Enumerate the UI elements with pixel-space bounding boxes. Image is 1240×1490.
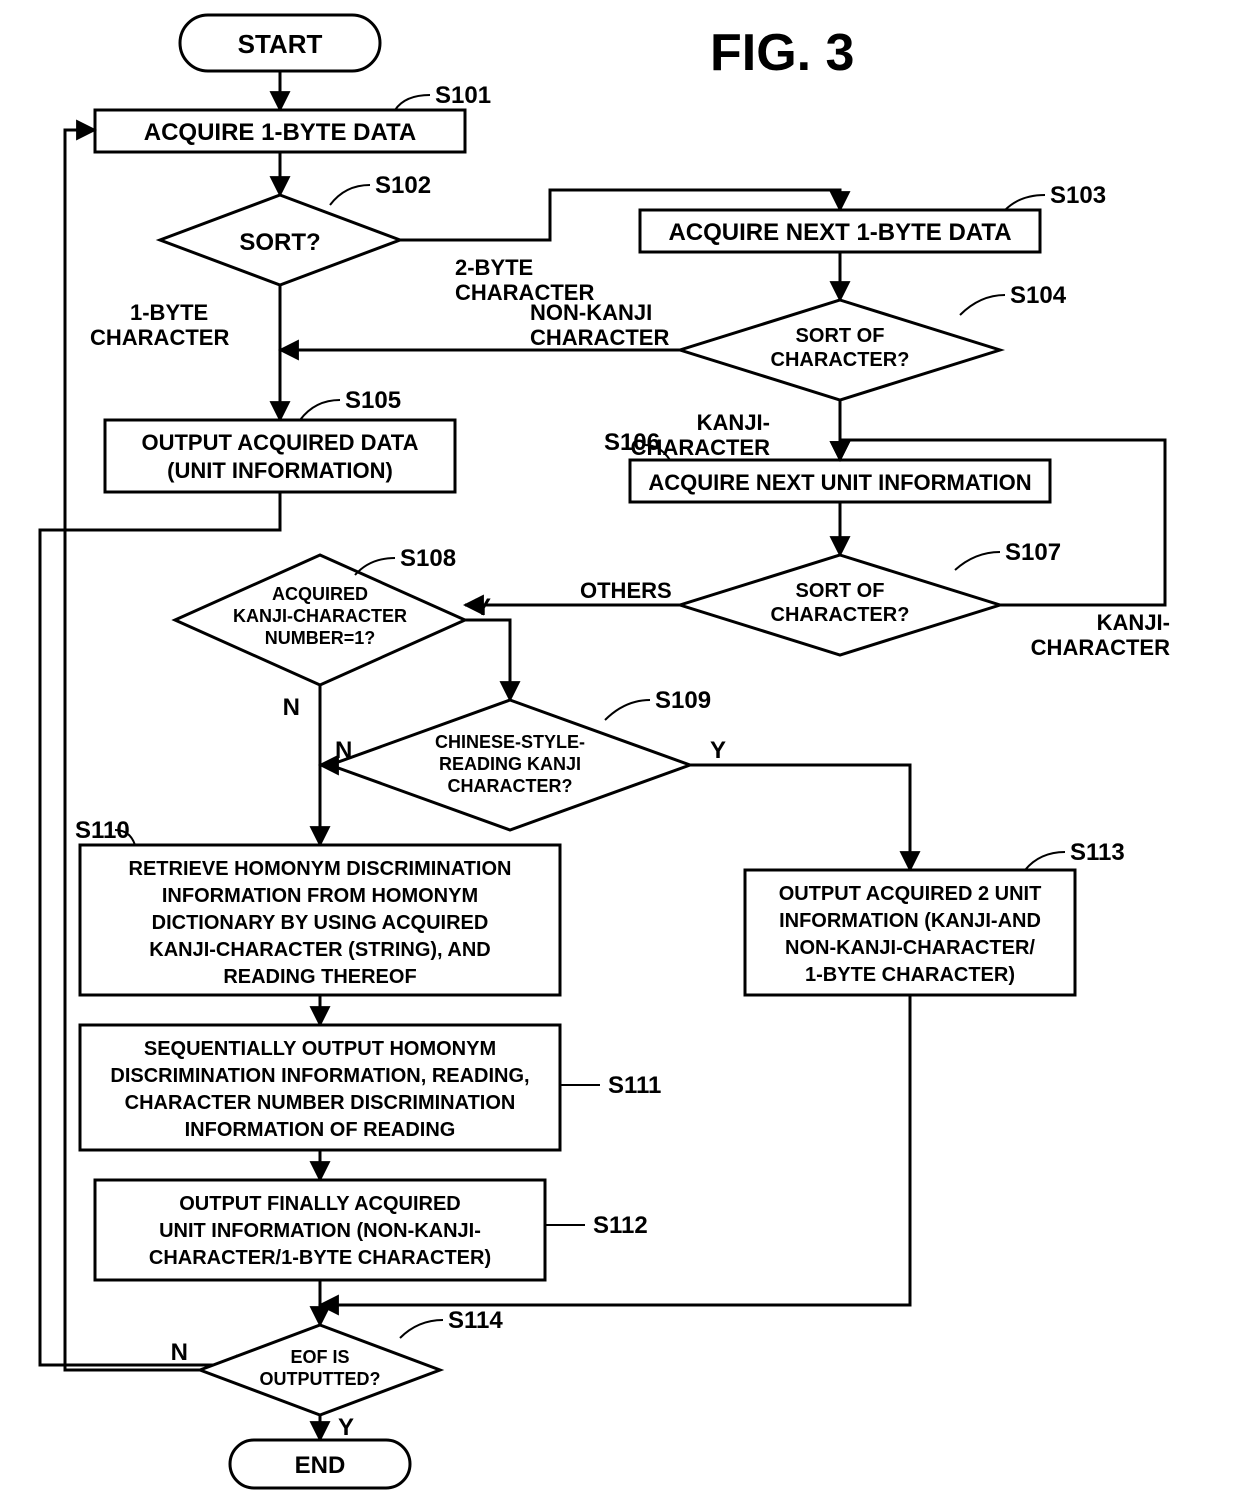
- edge-label: Y: [475, 594, 491, 621]
- decision-s107: SORT OF CHARACTER? S107: [680, 539, 1061, 655]
- svg-text:SORT?: SORT?: [239, 229, 320, 256]
- svg-text:CHARACTER NUMBER DISCRIMINATIO: CHARACTER NUMBER DISCRIMINATION: [125, 1092, 516, 1114]
- svg-text:DISCRIMINATION INFORMATION, RE: DISCRIMINATION INFORMATION, READING,: [110, 1065, 529, 1087]
- svg-text:CHARACTER?: CHARACTER?: [448, 776, 573, 796]
- step-s112: OUTPUT FINALLY ACQUIRED UNIT INFORMATION…: [95, 1180, 648, 1280]
- edge-label: CHARACTER: [530, 325, 669, 350]
- edge-label: 2-BYTE: [455, 255, 533, 280]
- svg-text:ACQUIRE NEXT UNIT INFORMATION: ACQUIRE NEXT UNIT INFORMATION: [648, 470, 1031, 495]
- edge-label: 1-BYTE: [130, 300, 208, 325]
- svg-text:OUTPUT ACQUIRED 2 UNIT: OUTPUT ACQUIRED 2 UNIT: [779, 883, 1042, 905]
- decision-s108: ACQUIRED KANJI-CHARACTER NUMBER=1? S108: [175, 545, 465, 685]
- svg-text:CHARACTER/1-BYTE CHARACTER): CHARACTER/1-BYTE CHARACTER): [149, 1247, 491, 1269]
- step-s111: SEQUENTIALLY OUTPUT HOMONYM DISCRIMINATI…: [80, 1025, 661, 1150]
- edge-label: N: [335, 737, 352, 764]
- svg-text:S105: S105: [345, 387, 401, 414]
- flowchart-diagram: FIG. 3 START ACQUIRE 1-BYTE DATA S101 SO…: [0, 0, 1240, 1490]
- svg-text:INFORMATION (KANJI-AND: INFORMATION (KANJI-AND: [779, 910, 1041, 932]
- svg-text:SEQUENTIALLY OUTPUT HOMONYM: SEQUENTIALLY OUTPUT HOMONYM: [144, 1038, 496, 1060]
- svg-text:OUTPUTTED?: OUTPUTTED?: [260, 1369, 381, 1389]
- edge-label: N: [171, 1339, 188, 1366]
- svg-text:NON-KANJI-CHARACTER/: NON-KANJI-CHARACTER/: [785, 937, 1035, 959]
- svg-text:CHARACTER?: CHARACTER?: [771, 349, 910, 371]
- svg-text:S104: S104: [1010, 282, 1067, 309]
- step-s110: RETRIEVE HOMONYM DISCRIMINATION INFORMAT…: [75, 817, 560, 995]
- svg-text:READING KANJI: READING KANJI: [439, 754, 581, 774]
- svg-text:UNIT INFORMATION (NON-KANJI-: UNIT INFORMATION (NON-KANJI-: [159, 1220, 481, 1242]
- svg-text:1-BYTE CHARACTER): 1-BYTE CHARACTER): [805, 964, 1015, 986]
- svg-text:S103: S103: [1050, 182, 1106, 209]
- svg-text:OUTPUT FINALLY ACQUIRED: OUTPUT FINALLY ACQUIRED: [179, 1193, 461, 1215]
- svg-text:SORT OF: SORT OF: [796, 325, 885, 347]
- svg-text:NUMBER=1?: NUMBER=1?: [265, 628, 376, 648]
- svg-text:INFORMATION OF READING: INFORMATION OF READING: [185, 1119, 456, 1141]
- decision-s102: SORT? S102: [160, 172, 431, 285]
- svg-text:KANJI-CHARACTER (STRING), AND: KANJI-CHARACTER (STRING), AND: [149, 939, 490, 961]
- edge-label: KANJI-: [697, 410, 770, 435]
- svg-text:ACQUIRE NEXT 1-BYTE DATA: ACQUIRE NEXT 1-BYTE DATA: [668, 219, 1011, 246]
- svg-text:ACQUIRED: ACQUIRED: [272, 584, 368, 604]
- svg-text:START: START: [238, 29, 323, 59]
- svg-text:S113: S113: [1070, 839, 1125, 866]
- svg-text:S109: S109: [655, 687, 711, 714]
- decision-s109: CHINESE-STYLE- READING KANJI CHARACTER? …: [330, 687, 711, 830]
- svg-text:DICTIONARY BY USING ACQUIRED: DICTIONARY BY USING ACQUIRED: [152, 912, 489, 934]
- start-terminal: START: [180, 15, 380, 71]
- edge-label: OTHERS: [580, 578, 672, 603]
- svg-text:(UNIT INFORMATION): (UNIT INFORMATION): [167, 458, 393, 483]
- svg-text:RETRIEVE HOMONYM DISCRIMINATIO: RETRIEVE HOMONYM DISCRIMINATION: [129, 858, 512, 880]
- svg-text:S111: S111: [608, 1072, 661, 1099]
- svg-text:SORT OF: SORT OF: [796, 580, 885, 602]
- svg-text:READING THEREOF: READING THEREOF: [223, 966, 416, 988]
- svg-text:S114: S114: [448, 1307, 503, 1334]
- svg-text:OUTPUT ACQUIRED DATA: OUTPUT ACQUIRED DATA: [141, 430, 418, 455]
- svg-text:S106: S106: [604, 429, 660, 456]
- svg-text:CHINESE-STYLE-: CHINESE-STYLE-: [435, 732, 585, 752]
- svg-text:CHARACTER?: CHARACTER?: [771, 604, 910, 626]
- edge-label: Y: [710, 737, 726, 764]
- edge-label: KANJI-: [1097, 610, 1170, 635]
- svg-text:KANJI-CHARACTER: KANJI-CHARACTER: [233, 606, 407, 626]
- svg-text:EOF IS: EOF IS: [290, 1347, 349, 1367]
- svg-text:S107: S107: [1005, 539, 1061, 566]
- edge-label: CHARACTER: [1031, 635, 1170, 660]
- svg-text:INFORMATION FROM HOMONYM: INFORMATION FROM HOMONYM: [162, 885, 478, 907]
- edge: [690, 765, 910, 870]
- figure-title: FIG. 3: [710, 24, 854, 82]
- decision-s104: SORT OF CHARACTER? S104: [680, 282, 1067, 400]
- edge: [465, 620, 510, 700]
- edge-label: Y: [338, 1414, 354, 1441]
- step-s103: ACQUIRE NEXT 1-BYTE DATA S103: [640, 182, 1106, 252]
- step-s101: ACQUIRE 1-BYTE DATA S101: [95, 82, 491, 152]
- end-terminal: END: [230, 1440, 410, 1488]
- svg-text:S112: S112: [593, 1212, 648, 1239]
- svg-text:S101: S101: [435, 82, 491, 109]
- svg-text:ACQUIRE 1-BYTE DATA: ACQUIRE 1-BYTE DATA: [144, 119, 416, 146]
- svg-text:END: END: [295, 1452, 346, 1479]
- edge-label: NON-KANJI: [530, 300, 652, 325]
- svg-text:S102: S102: [375, 172, 431, 199]
- decision-s114: EOF IS OUTPUTTED? S114: [200, 1307, 503, 1415]
- edge-label: CHARACTER: [90, 325, 229, 350]
- edge-label: N: [283, 694, 300, 721]
- step-s113: OUTPUT ACQUIRED 2 UNIT INFORMATION (KANJ…: [745, 839, 1125, 995]
- svg-text:S108: S108: [400, 545, 456, 572]
